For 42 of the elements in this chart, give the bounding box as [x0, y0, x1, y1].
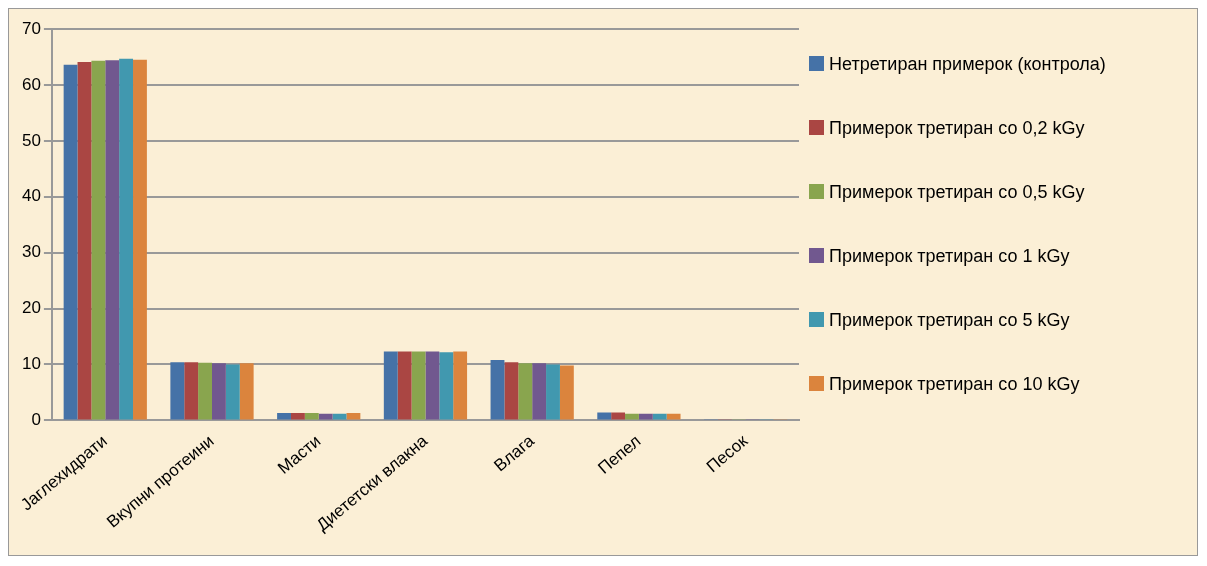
y-tick-label: 40: [21, 186, 41, 206]
bar: [504, 362, 519, 420]
y-tick-label: 50: [21, 130, 41, 150]
bar: [439, 352, 454, 420]
legend-label: Примерок третиран со 10 kGy: [829, 373, 1081, 396]
bar: [453, 351, 468, 420]
bar: [184, 362, 199, 420]
bar: [346, 413, 361, 420]
bar: [383, 351, 398, 420]
bar: [397, 351, 412, 420]
bar: [133, 59, 147, 420]
legend-label: Примерок третиран со 5 kGy: [829, 309, 1071, 332]
bar: [532, 363, 547, 420]
bar: [425, 351, 440, 420]
bar: [63, 64, 78, 420]
bar: [277, 413, 291, 420]
y-tick-label: 0: [31, 410, 41, 430]
bar: [91, 60, 106, 420]
bar: [290, 413, 305, 420]
y-tick-label: 70: [21, 18, 41, 38]
legend-label: Примерок третиран со 1 kGy: [829, 245, 1071, 268]
bar: [304, 413, 319, 420]
bar: [518, 363, 533, 420]
y-tick-label: 60: [21, 74, 41, 94]
bar: [212, 363, 226, 420]
legend-label: Нетретиран примерок (контрола): [829, 53, 1107, 76]
bar: [490, 360, 505, 420]
bar: [546, 364, 560, 420]
bar: [225, 364, 240, 420]
bar: [411, 351, 426, 420]
y-tick-label: 20: [21, 298, 41, 318]
bar: [77, 61, 92, 420]
y-tick-label: 10: [21, 354, 41, 374]
legend-label: Примерок третиран со 0,5 kGy: [829, 181, 1086, 204]
y-tick-label: 30: [21, 242, 41, 262]
bar: [119, 58, 134, 420]
bar: [559, 365, 574, 420]
bar: [105, 60, 120, 420]
bar: [239, 363, 254, 420]
bar: [170, 362, 185, 420]
bar: [198, 362, 212, 420]
legend-label: Примерок третиран со 0,2 kGy: [829, 117, 1086, 140]
